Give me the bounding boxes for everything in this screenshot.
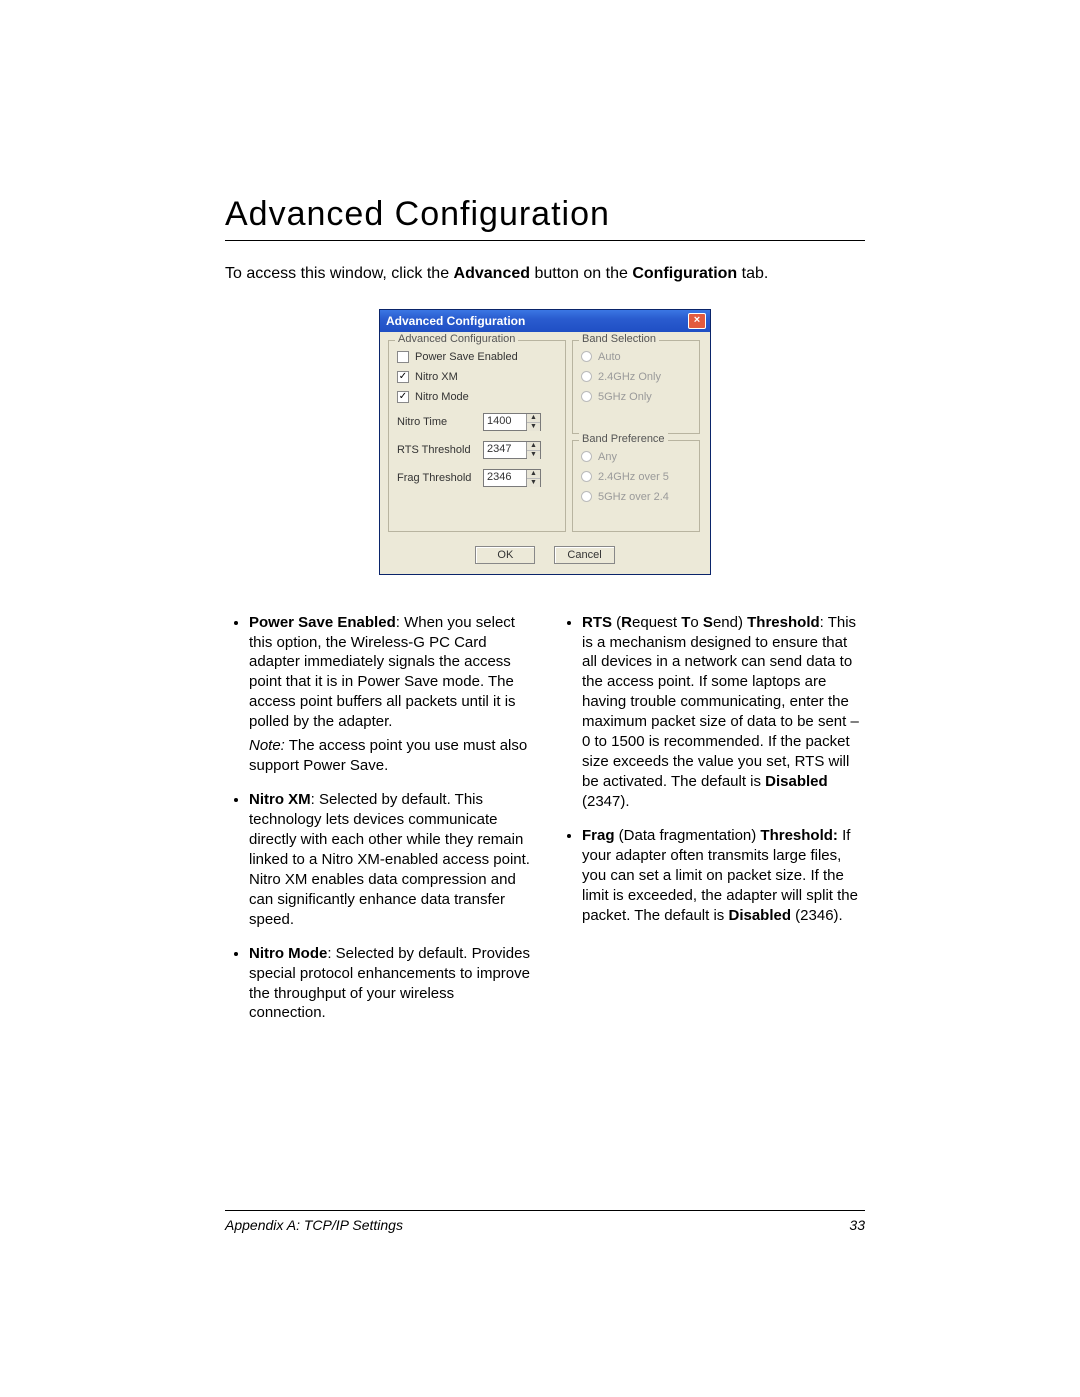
spinner-icon[interactable]: ▲▼ xyxy=(526,414,540,430)
bullet-text: : This is a mechanism designed to ensure… xyxy=(582,614,859,791)
intro-bold-config: Configuration xyxy=(632,265,737,282)
intro-text: tab. xyxy=(737,265,768,282)
bullet-term: Nitro Mode xyxy=(249,945,327,962)
checkbox-icon xyxy=(397,351,409,363)
page-heading: Advanced Configuration xyxy=(225,195,865,241)
radio-24ghz-only: 2.4GHz Only xyxy=(581,371,691,383)
frag-threshold-value: 2346 xyxy=(484,470,526,486)
groupbox-band-preference: Band Preference Any 2.4GHz over 5 xyxy=(572,440,700,532)
bullet-term: Threshold: xyxy=(760,827,838,844)
bullet-term: Threshold xyxy=(747,614,820,631)
text: (2346). xyxy=(791,907,843,924)
radio-24-over-5: 2.4GHz over 5 xyxy=(581,471,691,483)
ok-button[interactable]: OK xyxy=(475,546,535,564)
radio-any: Any xyxy=(581,451,691,463)
bullet-rts: RTS (Request To Send) Threshold: This is… xyxy=(582,613,865,812)
radio-icon xyxy=(581,451,592,462)
frag-threshold-label: Frag Threshold xyxy=(397,472,475,484)
rts-threshold-value: 2347 xyxy=(484,442,526,458)
page-footer: Appendix A: TCP/IP Settings 33 xyxy=(225,1210,865,1233)
bullet-term: Power Save Enabled xyxy=(249,614,396,631)
text: o xyxy=(690,614,703,631)
spinner-icon[interactable]: ▲▼ xyxy=(526,442,540,458)
radio-label: 2.4GHz Only xyxy=(598,371,661,383)
bullet-text: : Selected by default. This technology l… xyxy=(249,791,530,928)
text: (2347). xyxy=(582,793,630,810)
text: (Data fragmentation) xyxy=(615,827,761,844)
spinner-icon[interactable]: ▲▼ xyxy=(526,470,540,486)
close-icon[interactable]: × xyxy=(688,313,706,329)
text: Disabled xyxy=(728,907,791,924)
groupbox-band-selection: Band Selection Auto 2.4GHz Only xyxy=(572,340,700,434)
bullet-text: : When you select this option, the Wirel… xyxy=(249,614,516,731)
text: S xyxy=(703,614,713,631)
radio-icon xyxy=(581,371,592,382)
text: R xyxy=(621,614,632,631)
groupbox-legend: Advanced Configuration xyxy=(395,333,518,345)
checkbox-icon: ✓ xyxy=(397,371,409,383)
radio-label: 2.4GHz over 5 xyxy=(598,471,669,483)
bullet-term: Frag xyxy=(582,827,615,844)
radio-5-over-24: 5GHz over 2.4 xyxy=(581,491,691,503)
intro-bold-advanced: Advanced xyxy=(454,265,530,282)
dialog-title: Advanced Configuration xyxy=(386,314,688,328)
radio-label: Auto xyxy=(598,351,621,363)
right-column: RTS (Request To Send) Threshold: This is… xyxy=(558,613,865,1038)
intro-paragraph: To access this window, click the Advance… xyxy=(225,263,865,285)
checkbox-power-save[interactable]: Power Save Enabled xyxy=(397,351,557,363)
groupbox-advanced: Advanced Configuration Power Save Enable… xyxy=(388,340,566,532)
left-column: Power Save Enabled: When you select this… xyxy=(225,613,532,1038)
nitro-time-value: 1400 xyxy=(484,414,526,430)
checkbox-nitro-xm[interactable]: ✓ Nitro XM xyxy=(397,371,557,383)
dialog-advanced-config: Advanced Configuration × Advanced Config… xyxy=(379,309,711,575)
rts-threshold-field[interactable]: 2347 ▲▼ xyxy=(483,441,541,459)
checkbox-label: Nitro Mode xyxy=(415,391,469,403)
text: end) xyxy=(713,614,747,631)
groupbox-legend: Band Selection xyxy=(579,333,659,345)
radio-5ghz-only: 5GHz Only xyxy=(581,391,691,403)
checkbox-icon: ✓ xyxy=(397,391,409,403)
checkbox-label: Power Save Enabled xyxy=(415,351,518,363)
cancel-button[interactable]: Cancel xyxy=(554,546,614,564)
radio-icon xyxy=(581,351,592,362)
body-columns: Power Save Enabled: When you select this… xyxy=(225,613,865,1038)
text: equest xyxy=(632,614,681,631)
footer-page-number: 33 xyxy=(849,1217,865,1233)
radio-label: 5GHz Only xyxy=(598,391,652,403)
dialog-titlebar[interactable]: Advanced Configuration × xyxy=(380,310,710,332)
bullet-nitro-xm: Nitro XM: Selected by default. This tech… xyxy=(249,790,532,930)
frag-threshold-field[interactable]: 2346 ▲▼ xyxy=(483,469,541,487)
rts-threshold-label: RTS Threshold xyxy=(397,444,475,456)
radio-icon xyxy=(581,391,592,402)
nitro-time-field[interactable]: 1400 ▲▼ xyxy=(483,413,541,431)
note-text: The access point you use must also suppo… xyxy=(249,737,527,774)
radio-icon xyxy=(581,471,592,482)
bullet-term: Nitro XM xyxy=(249,791,311,808)
text: ( xyxy=(612,614,621,631)
radio-label: 5GHz over 2.4 xyxy=(598,491,669,503)
bullet-nitro-mode: Nitro Mode: Selected by default. Provide… xyxy=(249,944,532,1024)
text: Disabled xyxy=(765,773,828,790)
footer-left: Appendix A: TCP/IP Settings xyxy=(225,1217,403,1233)
bullet-frag: Frag (Data fragmentation) Threshold: If … xyxy=(582,826,865,926)
nitro-time-label: Nitro Time xyxy=(397,416,475,428)
radio-icon xyxy=(581,491,592,502)
checkbox-label: Nitro XM xyxy=(415,371,458,383)
radio-label: Any xyxy=(598,451,617,463)
groupbox-legend: Band Preference xyxy=(579,433,668,445)
bullet-power-save: Power Save Enabled: When you select this… xyxy=(249,613,532,777)
radio-auto: Auto xyxy=(581,351,691,363)
bullet-term: RTS xyxy=(582,614,612,631)
intro-text: button on the xyxy=(530,265,632,282)
checkbox-nitro-mode[interactable]: ✓ Nitro Mode xyxy=(397,391,557,403)
note-label: Note: xyxy=(249,737,285,754)
intro-text: To access this window, click the xyxy=(225,265,454,282)
